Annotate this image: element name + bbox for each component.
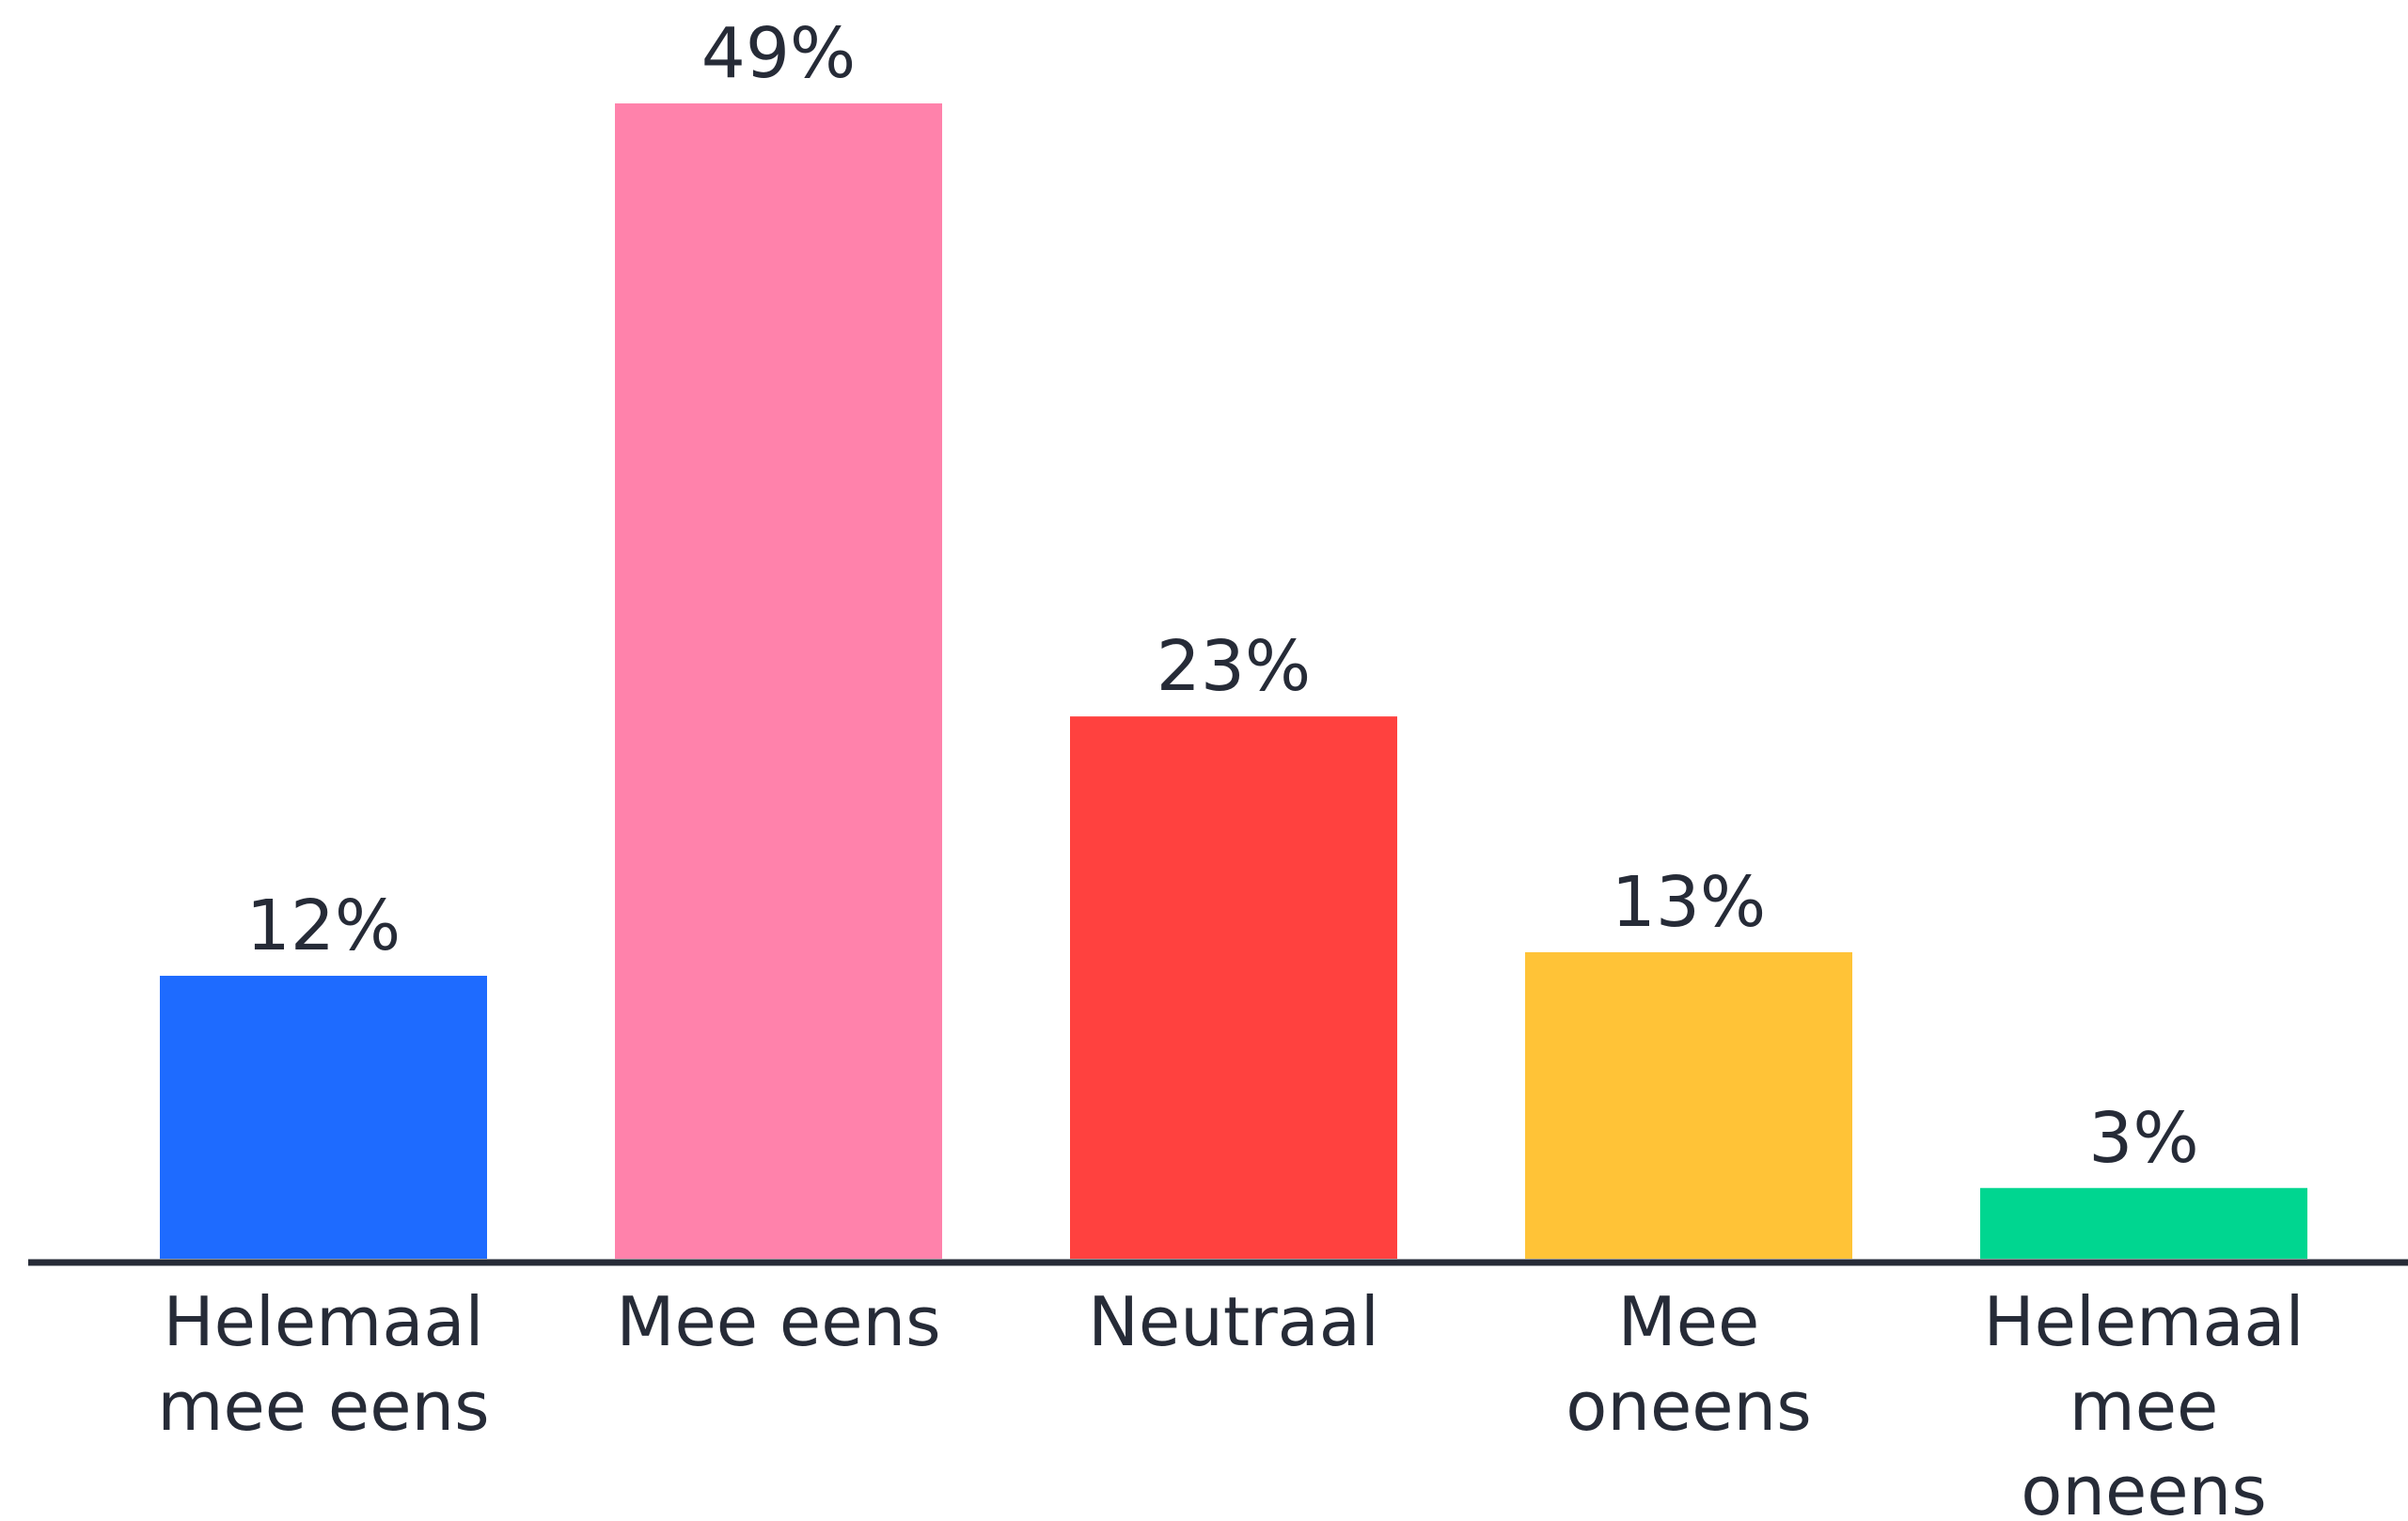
value-labels-layer: 12% 49% 23% 13% 3% <box>246 13 2199 1179</box>
bar-5 <box>1980 1187 2307 1259</box>
category-label-4-line-1: Mee <box>1618 1282 1760 1361</box>
category-label-4-line-2: oneens <box>1566 1367 1811 1446</box>
category-label-2: Mee eens <box>616 1282 940 1361</box>
category-label-1-line-2: mee eens <box>157 1367 489 1446</box>
category-label-1: Helemaal mee eens <box>157 1282 489 1446</box>
category-label-1-line-1: Helemaal <box>163 1282 483 1361</box>
bar-value-label-1: 12% <box>246 886 401 966</box>
category-label-5-line-1: Helemaal <box>1983 1282 2304 1361</box>
bar-value-label-2: 49% <box>701 13 856 94</box>
category-label-5-line-3: oneens <box>2021 1451 2266 1521</box>
category-label-4: Mee oneens <box>1566 1282 1811 1446</box>
bar-2 <box>615 103 942 1259</box>
category-label-5: Helemaal mee oneens <box>1983 1282 2304 1521</box>
category-label-2-line-1: Mee eens <box>616 1282 940 1361</box>
bar-4 <box>1525 951 1852 1259</box>
bar-value-label-3: 23% <box>1157 626 1311 707</box>
category-label-5-line-2: mee <box>2070 1367 2219 1446</box>
category-label-3-line-1: Neutraal <box>1088 1282 1379 1361</box>
category-label-3: Neutraal <box>1088 1282 1379 1361</box>
bar-1 <box>160 976 487 1259</box>
bars-layer <box>160 103 2307 1259</box>
bar-value-label-5: 3% <box>2088 1098 2198 1179</box>
bar-value-label-4: 13% <box>1612 862 1766 943</box>
bar-3 <box>1070 716 1397 1259</box>
